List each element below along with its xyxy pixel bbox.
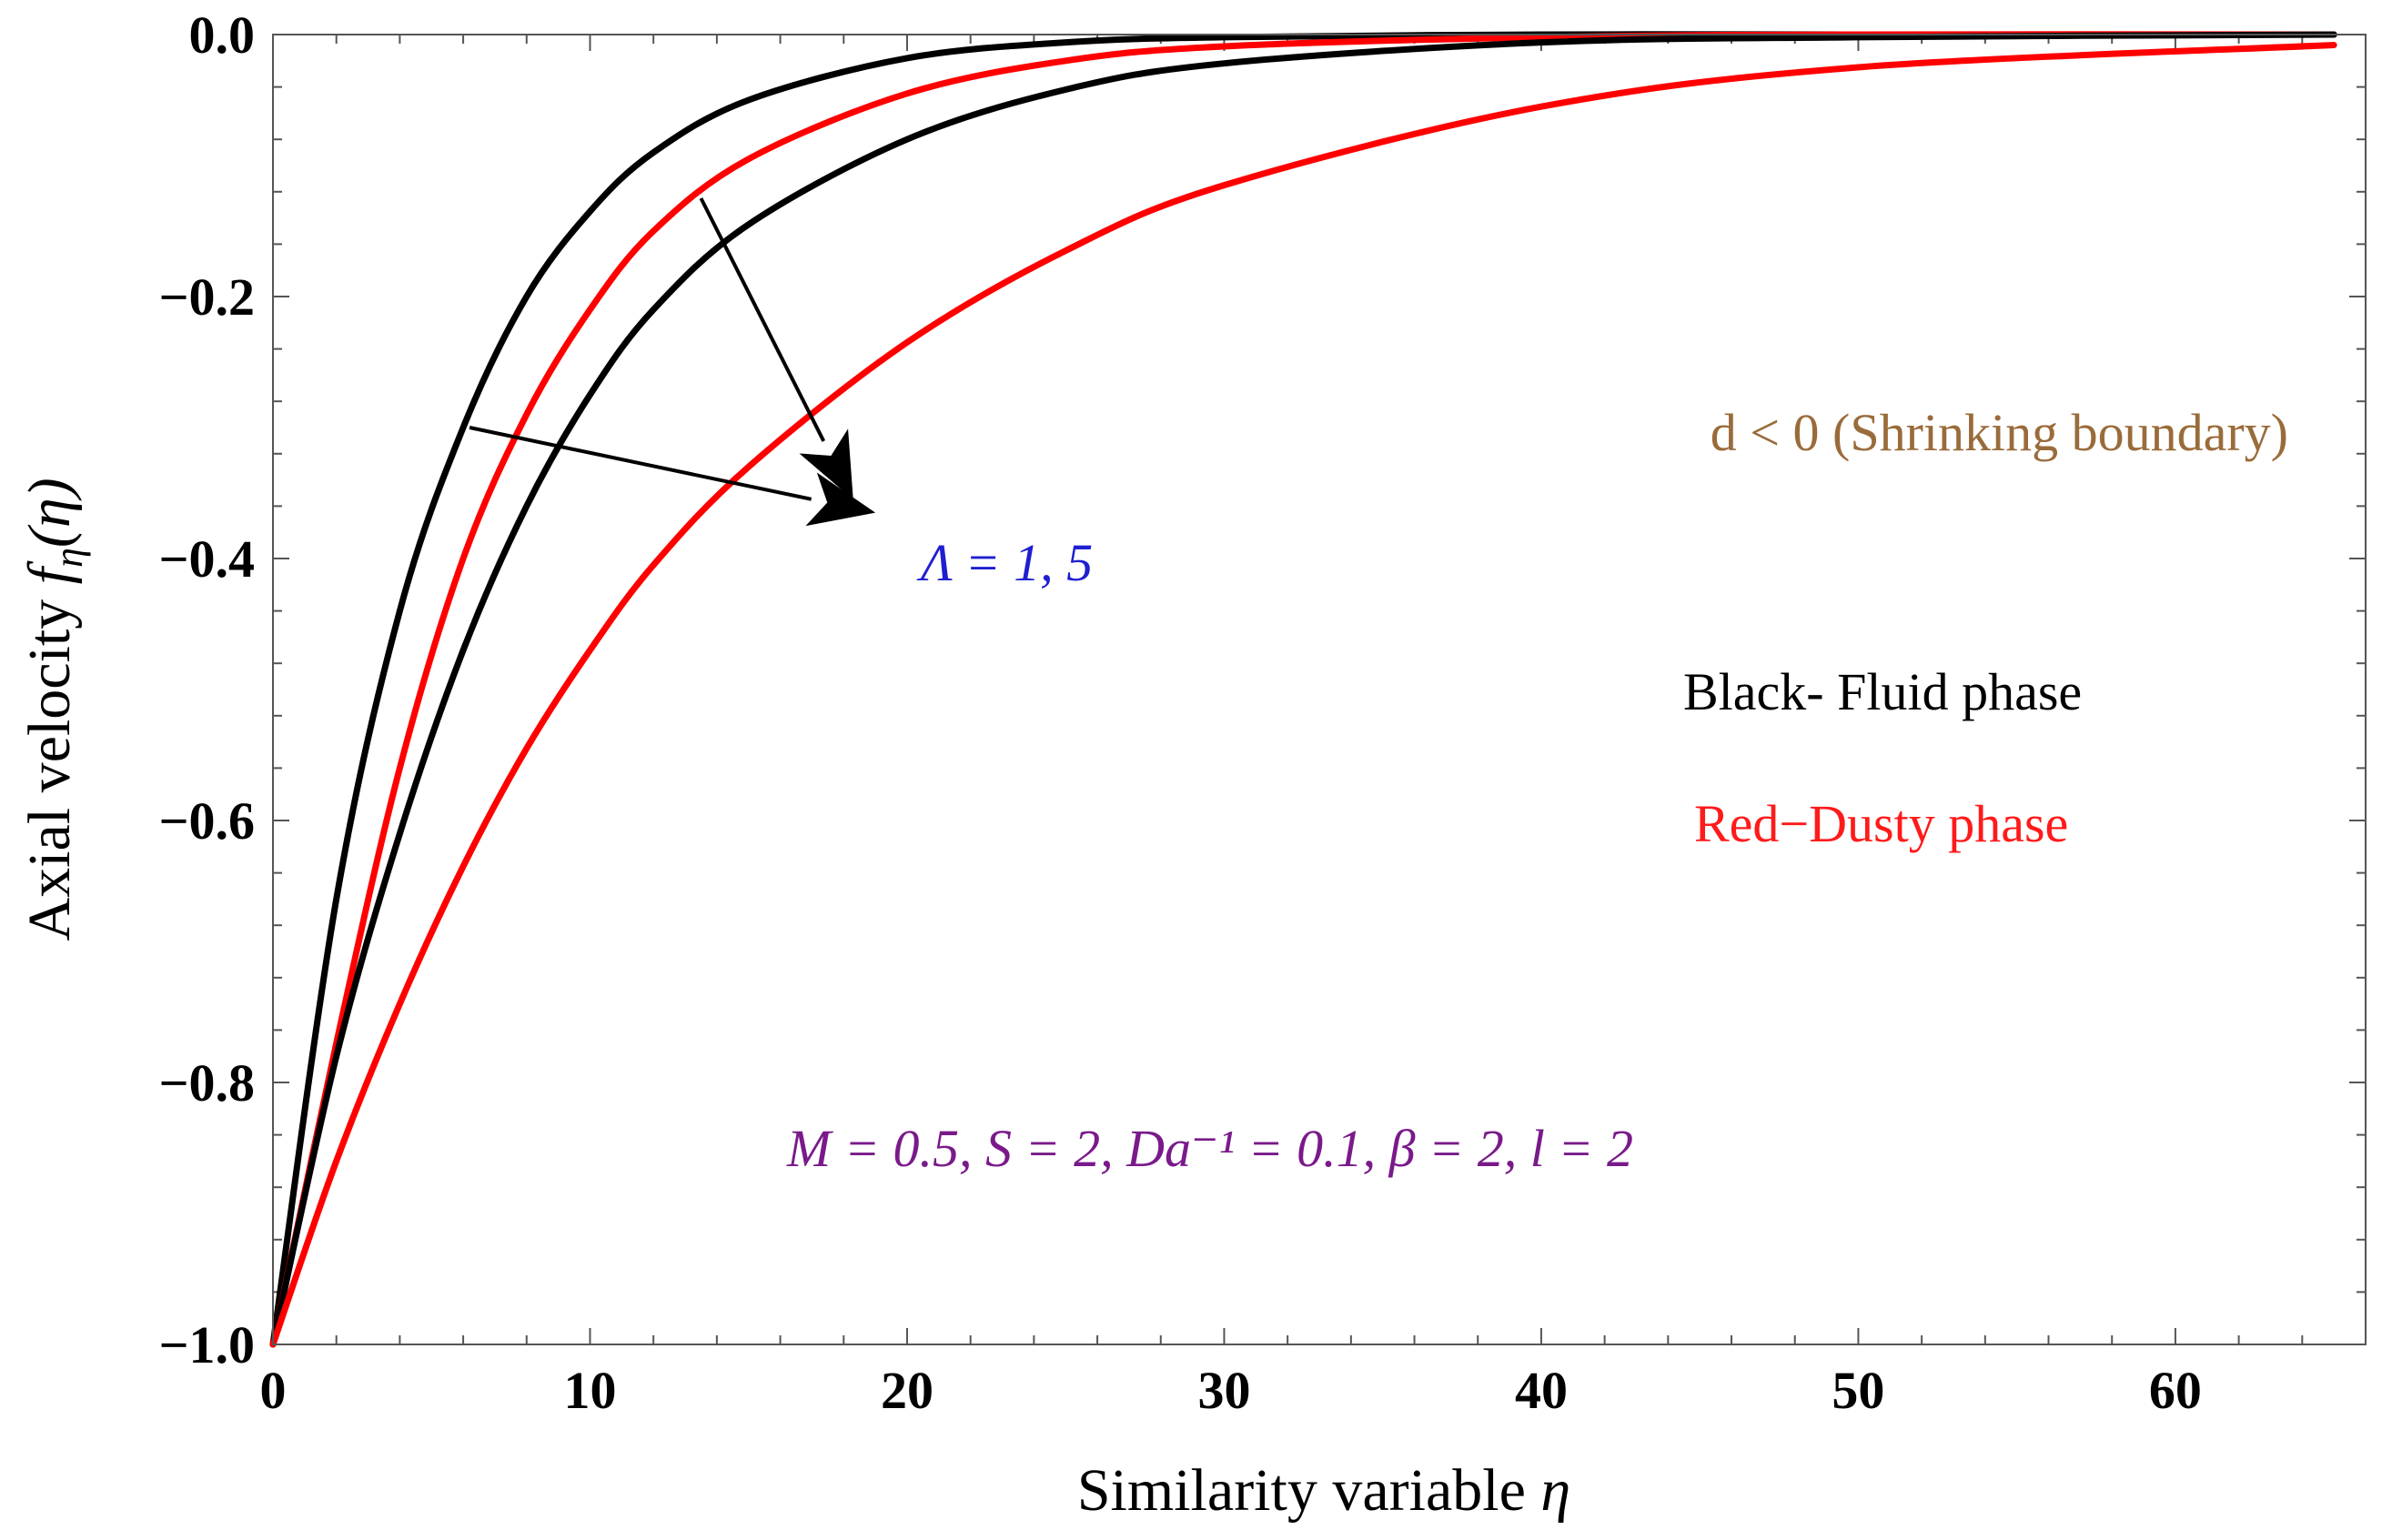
x-tick-label: 40 [1515, 1361, 1568, 1420]
y-tick-label: −0.8 [158, 1053, 255, 1112]
arrow-head-1 [805, 472, 876, 527]
series-line-4 [269, 42, 2337, 1348]
x-tick-label: 60 [2149, 1361, 2202, 1420]
x-axis-title-symbol: η [1540, 1457, 1570, 1524]
x-tick-label: 50 [1832, 1361, 1884, 1420]
y-tick-label: 0.0 [189, 5, 256, 65]
arrow-head-2 [799, 428, 853, 500]
plot-frame [272, 34, 2367, 1345]
series-line-3 [269, 31, 2337, 1348]
dusty-phase-legend: Red−Dusty phase [1694, 794, 2068, 853]
y-tick-label: −0.6 [158, 791, 255, 851]
arrow-shaft-1 [469, 426, 812, 501]
boundary-annotation: d < 0 (Shrinking boundary) [1711, 403, 2288, 462]
arrow-shaft-2 [699, 197, 826, 442]
lambda-annotation: Λ = 1, 5 [916, 533, 1093, 592]
y-axis-title-text: Axial velocity [16, 599, 83, 941]
x-tick-layer: 0 10 20 30 40 50 60 [260, 1361, 2202, 1420]
parameters-annotation: M = 0.5, S = 2, Da⁻¹ = 0.1, β = 2, l = 2 [786, 1119, 1633, 1178]
y-tick-label: −0.4 [158, 529, 255, 589]
y-axis-title: Axial velocity fη(η) [16, 478, 91, 941]
x-tick-label: 0 [260, 1361, 287, 1420]
fluid-phase-legend: Black- Fluid phase [1683, 662, 2082, 721]
x-tick-label: 30 [1197, 1361, 1250, 1420]
y-tick-label: −0.2 [158, 267, 255, 327]
series-line-2 [269, 31, 2337, 1348]
x-tick-label: 20 [881, 1361, 934, 1420]
y-axis-title-argument: (η) [16, 478, 83, 548]
arrows-layer [469, 197, 876, 527]
y-tick-layer: 0.0 −0.2 −0.4 −0.6 −0.8 −1.0 [158, 5, 255, 1374]
x-axis-title: Similarity variable η [1077, 1457, 1570, 1524]
x-axis-title-text: Similarity variable [1077, 1457, 1526, 1524]
x-tick-label: 10 [563, 1361, 616, 1420]
y-tick-label: −1.0 [158, 1315, 255, 1374]
y-axis-title-subscript: η [46, 548, 91, 568]
